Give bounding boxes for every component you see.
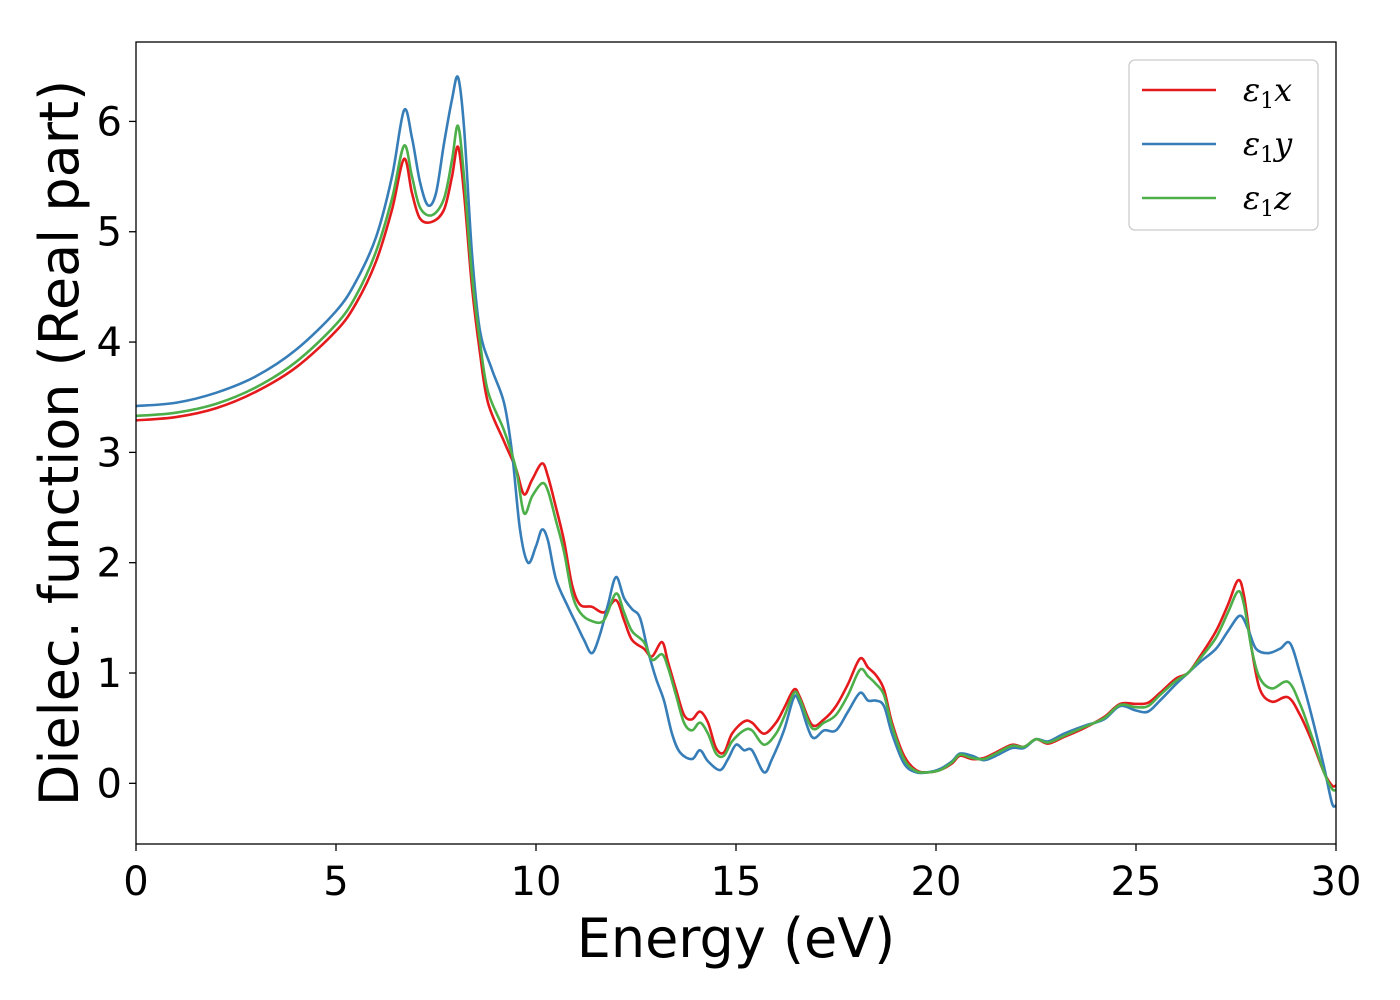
- plot-lines: [136, 75, 1336, 808]
- x-axis: 0 5 10 15 20 25 30: [123, 844, 1361, 905]
- y-tick-label: 1: [97, 651, 122, 697]
- x-tick-label: 25: [1111, 859, 1162, 905]
- legend-box: [1128, 59, 1319, 231]
- x-tick-label: 5: [323, 859, 348, 905]
- y-tick-label: 5: [97, 210, 122, 256]
- y-tick-label: 6: [97, 99, 122, 145]
- legend-item-y: ε1y: [1142, 125, 1293, 168]
- legend-item-z: ε1z: [1142, 179, 1292, 222]
- x-tick-label: 20: [911, 859, 962, 905]
- x-axis-label: Energy (eV): [577, 907, 896, 970]
- y-tick-label: 2: [97, 541, 122, 587]
- x-tick-label: 10: [511, 859, 562, 905]
- legend-items: ε1x ε1y ε1z: [1142, 71, 1293, 222]
- x-tick-label: 30: [1311, 859, 1362, 905]
- series-line-y: [136, 75, 1336, 808]
- y-tick-label: 3: [97, 430, 122, 476]
- x-tick-label: 0: [123, 859, 148, 905]
- legend: ε1x ε1y ε1z: [1128, 59, 1319, 231]
- legend-label: ε1z: [1243, 179, 1292, 222]
- y-axis: 0 1 2 3 4 5 6: [97, 99, 136, 807]
- y-tick-label: 4: [97, 320, 122, 366]
- legend-item-x: ε1x: [1142, 71, 1292, 114]
- y-tick-label: 0: [97, 761, 122, 807]
- y-axis-label: Dielec. function (Real part): [28, 80, 91, 806]
- series-line-z: [136, 124, 1336, 792]
- legend-label: ε1y: [1243, 125, 1293, 168]
- legend-label: ε1x: [1243, 71, 1292, 114]
- x-tick-label: 15: [711, 859, 762, 905]
